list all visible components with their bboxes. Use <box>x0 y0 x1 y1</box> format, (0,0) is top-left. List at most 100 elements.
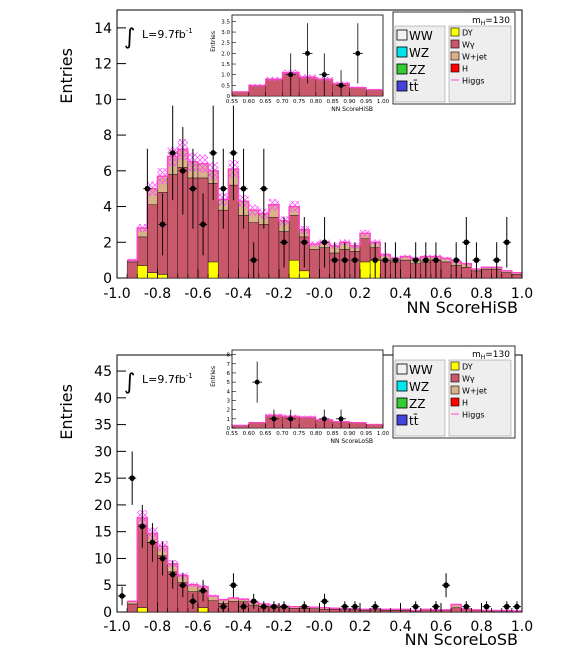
x-tick-label: -0.6 <box>184 619 211 635</box>
data-point <box>514 603 520 610</box>
legend-label-tt: tt̄ <box>409 414 419 428</box>
data-point <box>261 185 267 192</box>
inset-y-tick-label: 1.0 <box>221 73 230 79</box>
data-point <box>423 257 429 263</box>
legend-label-h: H <box>462 399 468 408</box>
top-panel: 0 2 4 6 8 10 12 14 -1.0 -0.8 -0.6 -0.4 -0.2 -0.0 0.2 0.… <box>57 9 533 317</box>
bar-w <box>390 610 401 613</box>
bar-w <box>440 610 452 613</box>
bar-w <box>258 224 270 279</box>
inset-y-tick-label: 2 <box>227 408 231 414</box>
x-tick-label: 0.6 <box>430 619 452 635</box>
legend-label-wgamma: Wγ <box>462 375 475 384</box>
bar-w <box>309 608 320 613</box>
legend-swatch-dy <box>450 361 460 371</box>
data-point <box>281 239 287 246</box>
bar-w <box>268 217 280 279</box>
y-tick-label: 30 <box>94 444 112 460</box>
inset-x-label: NN ScoreHiSB <box>331 106 373 113</box>
legend-label-tt: tt̄ <box>409 80 419 94</box>
data-point <box>493 257 500 263</box>
data-point <box>250 257 257 263</box>
bar-dy <box>197 607 209 613</box>
x-tick-label: -0.6 <box>184 286 211 302</box>
legend-swatch-h <box>450 63 460 73</box>
data-point <box>504 603 510 610</box>
data-point <box>240 185 247 192</box>
bar-w <box>380 610 391 613</box>
data-point <box>473 257 480 263</box>
data-point <box>250 598 257 605</box>
inset-bar <box>366 424 384 429</box>
inset-data-point <box>321 416 327 422</box>
data-point <box>129 475 135 481</box>
legend-swatch-zz <box>396 63 408 75</box>
inset-x-tick-label: 0.55 <box>226 431 239 437</box>
bar-w <box>461 267 472 279</box>
x-tick-label: -0.4 <box>225 286 252 302</box>
y-axis-label: Entries <box>57 384 76 440</box>
inset-x-tick-label: 1.00 <box>377 99 390 105</box>
y-tick-label: 4 <box>103 200 112 216</box>
inset-data-point <box>338 416 344 422</box>
x-tick-label: -0.4 <box>225 619 252 635</box>
inset-y-tick-label: 3.0 <box>221 30 230 36</box>
bar-w <box>126 261 138 279</box>
legend-label-wgamma: Wγ <box>462 41 475 50</box>
data-point <box>159 221 166 228</box>
bar-w <box>126 603 138 613</box>
legend-label-h: H <box>462 65 468 74</box>
inset-bar <box>248 85 266 97</box>
data-point <box>342 603 348 610</box>
bar-w <box>228 601 239 613</box>
luminosity-label: L=9.7fb-1 <box>142 27 193 41</box>
data-point <box>352 257 358 263</box>
data-point <box>301 239 308 246</box>
bar-w <box>400 610 411 613</box>
data-point <box>200 587 206 594</box>
inset-data-point <box>338 82 344 88</box>
data-point <box>190 598 196 605</box>
legend-label-zz: ZZ <box>409 63 425 77</box>
data-point <box>321 598 328 605</box>
y-tick-label: 14 <box>94 21 112 37</box>
data-point <box>433 257 439 263</box>
legend-label-wjet: W+jet <box>462 387 487 396</box>
legend-label-zz: ZZ <box>409 397 425 411</box>
data-point <box>372 257 378 263</box>
data-point <box>169 150 176 156</box>
inset-x-tick-label: 0.70 <box>276 99 289 105</box>
inset-x-tick-label: 0.70 <box>276 431 289 437</box>
bar-w <box>207 600 219 613</box>
inset-y-tick-label: 6 <box>227 371 231 377</box>
y-tick-label: 5 <box>103 578 112 594</box>
bar-w <box>288 215 300 261</box>
inset-data-point <box>288 72 294 78</box>
bar-dy <box>137 265 148 279</box>
bar-w <box>309 249 320 279</box>
legend-swatch-ww <box>396 363 408 375</box>
x-tick-label: 0.6 <box>430 286 452 302</box>
bar-w <box>471 610 482 613</box>
bar-w <box>481 268 492 279</box>
inset-y-tick-label: 0 <box>227 94 231 100</box>
legend-right-panel <box>448 359 512 437</box>
inset-x-tick-label: 0.95 <box>360 431 373 437</box>
inset-x-tick-label: 0.60 <box>243 431 256 437</box>
x-tick-label: -1.0 <box>103 619 130 635</box>
legend-swatch-wgamma <box>450 373 460 383</box>
data-point <box>281 603 287 610</box>
x-axis-label: NN ScoreHiSB <box>407 298 518 317</box>
data-point <box>200 221 206 228</box>
inset-x-tick-label: 0.60 <box>243 99 256 105</box>
y-tick-label: 10 <box>94 551 112 567</box>
data-point <box>352 603 358 610</box>
inset-y-tick-label: 1 <box>227 417 231 423</box>
x-tick-label: 0.4 <box>389 286 411 302</box>
legend-swatch-wjet <box>450 385 460 395</box>
inset-data-point <box>271 416 277 422</box>
bar-w <box>319 609 330 613</box>
integral-icon: ∫ <box>124 370 135 395</box>
inset-y-tick-label: 2.0 <box>221 51 230 57</box>
